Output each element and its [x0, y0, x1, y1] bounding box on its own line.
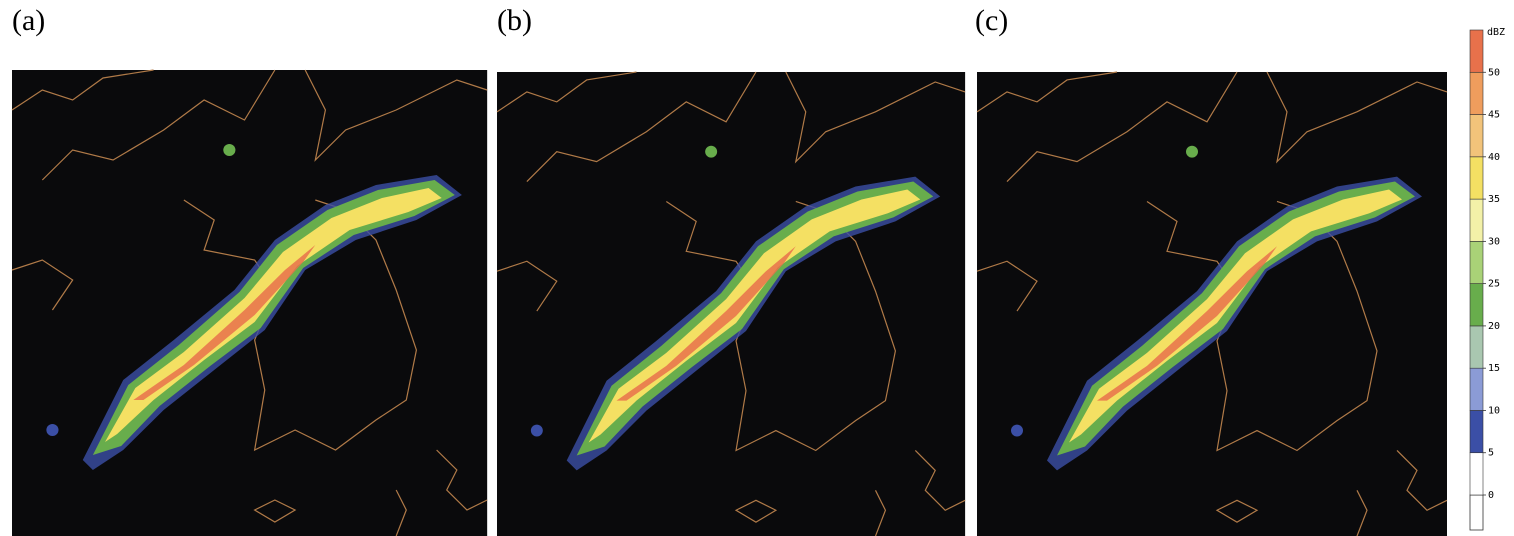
- radar-map: [497, 72, 965, 536]
- colorbar-tail: [1470, 495, 1483, 530]
- tick-label: 15: [1488, 363, 1500, 374]
- colorbar-segment: [1470, 410, 1483, 452]
- colorbar-segment: [1470, 284, 1483, 326]
- radar-map: [12, 70, 487, 536]
- tick-label: 30: [1488, 236, 1500, 247]
- tick-label: 40: [1488, 152, 1500, 163]
- tick-label: 5: [1488, 448, 1494, 459]
- colorbar-segment: [1470, 30, 1483, 72]
- panel-label: (c): [975, 4, 1008, 37]
- tick-label: 50: [1488, 67, 1500, 78]
- tick-label: 25: [1488, 279, 1500, 290]
- panel-label: (b): [497, 4, 532, 37]
- tick-label: 10: [1488, 405, 1500, 416]
- colorbar-segment: [1470, 157, 1483, 199]
- colorbar-segment: [1470, 453, 1483, 495]
- colorbar-segment: [1470, 326, 1483, 368]
- radar-map: [977, 72, 1447, 536]
- colorbar-segment: [1470, 368, 1483, 410]
- colorbar-label: dBZ: [1487, 27, 1505, 38]
- tick-label: 45: [1488, 110, 1500, 121]
- colorbar: dBZ 0 5 10 15 20 25 30 35 40 45 50: [1470, 27, 1505, 530]
- figure: (a) (b) (c) dBZ 0 5 10 15 20 25 30 35 40 45 50: [0, 0, 1514, 536]
- panel-label: (a): [12, 4, 45, 37]
- colorbar-segment: [1470, 72, 1483, 114]
- tick-label: 20: [1488, 321, 1500, 332]
- colorbar-segment: [1470, 115, 1483, 157]
- panel-b: (b): [497, 4, 965, 536]
- colorbar-segment: [1470, 199, 1483, 241]
- colorbar-segment: [1470, 241, 1483, 283]
- tick-label: 0: [1488, 490, 1494, 501]
- panel-a: (a): [12, 4, 487, 536]
- tick-label: 35: [1488, 194, 1500, 205]
- panel-c: (c): [975, 4, 1447, 536]
